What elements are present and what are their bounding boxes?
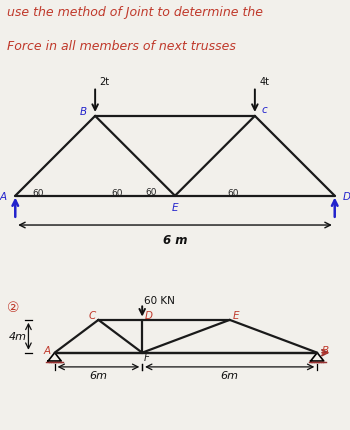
Text: 60 KN: 60 KN: [144, 295, 175, 305]
Text: 60: 60: [145, 187, 157, 197]
Text: 60: 60: [32, 189, 43, 197]
Text: 2t: 2t: [99, 77, 110, 87]
Text: B: B: [321, 345, 328, 355]
Text: 6 m: 6 m: [163, 234, 187, 247]
Text: 60: 60: [112, 189, 123, 197]
Text: D: D: [144, 310, 152, 320]
Text: A: A: [0, 191, 7, 201]
Text: D: D: [342, 191, 350, 201]
Text: 4m: 4m: [8, 332, 27, 341]
Text: 6m: 6m: [221, 370, 239, 380]
Text: c: c: [261, 105, 267, 115]
Text: A: A: [43, 345, 51, 355]
Text: E: E: [172, 203, 178, 213]
Text: Force in all members of next trusses: Force in all members of next trusses: [7, 40, 236, 53]
Text: B: B: [80, 106, 87, 116]
Text: use the method of Joint to determine the: use the method of Joint to determine the: [7, 6, 263, 18]
Text: F: F: [144, 353, 149, 362]
Text: E: E: [232, 310, 239, 320]
Text: 60: 60: [228, 189, 239, 197]
Text: C: C: [89, 310, 96, 320]
Text: 6m: 6m: [90, 370, 107, 380]
Text: ②: ②: [7, 300, 19, 314]
Text: 4t: 4t: [259, 77, 269, 87]
